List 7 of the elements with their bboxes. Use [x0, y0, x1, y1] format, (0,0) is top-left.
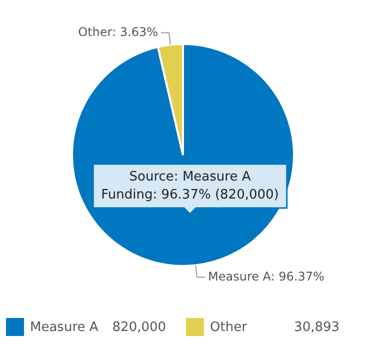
legend-label: Measure A — [30, 320, 98, 334]
source-note: Source: Measure A Funding: 96.37% (820,000) — [101, 169, 279, 202]
data-label: Measure A: 96.37% — [208, 269, 324, 284]
text: 820,000 — [112, 320, 166, 334]
legend-label: Other — [210, 320, 248, 334]
text: 30,893 — [294, 320, 340, 334]
data-label: Other: 3.63% — [78, 24, 158, 39]
